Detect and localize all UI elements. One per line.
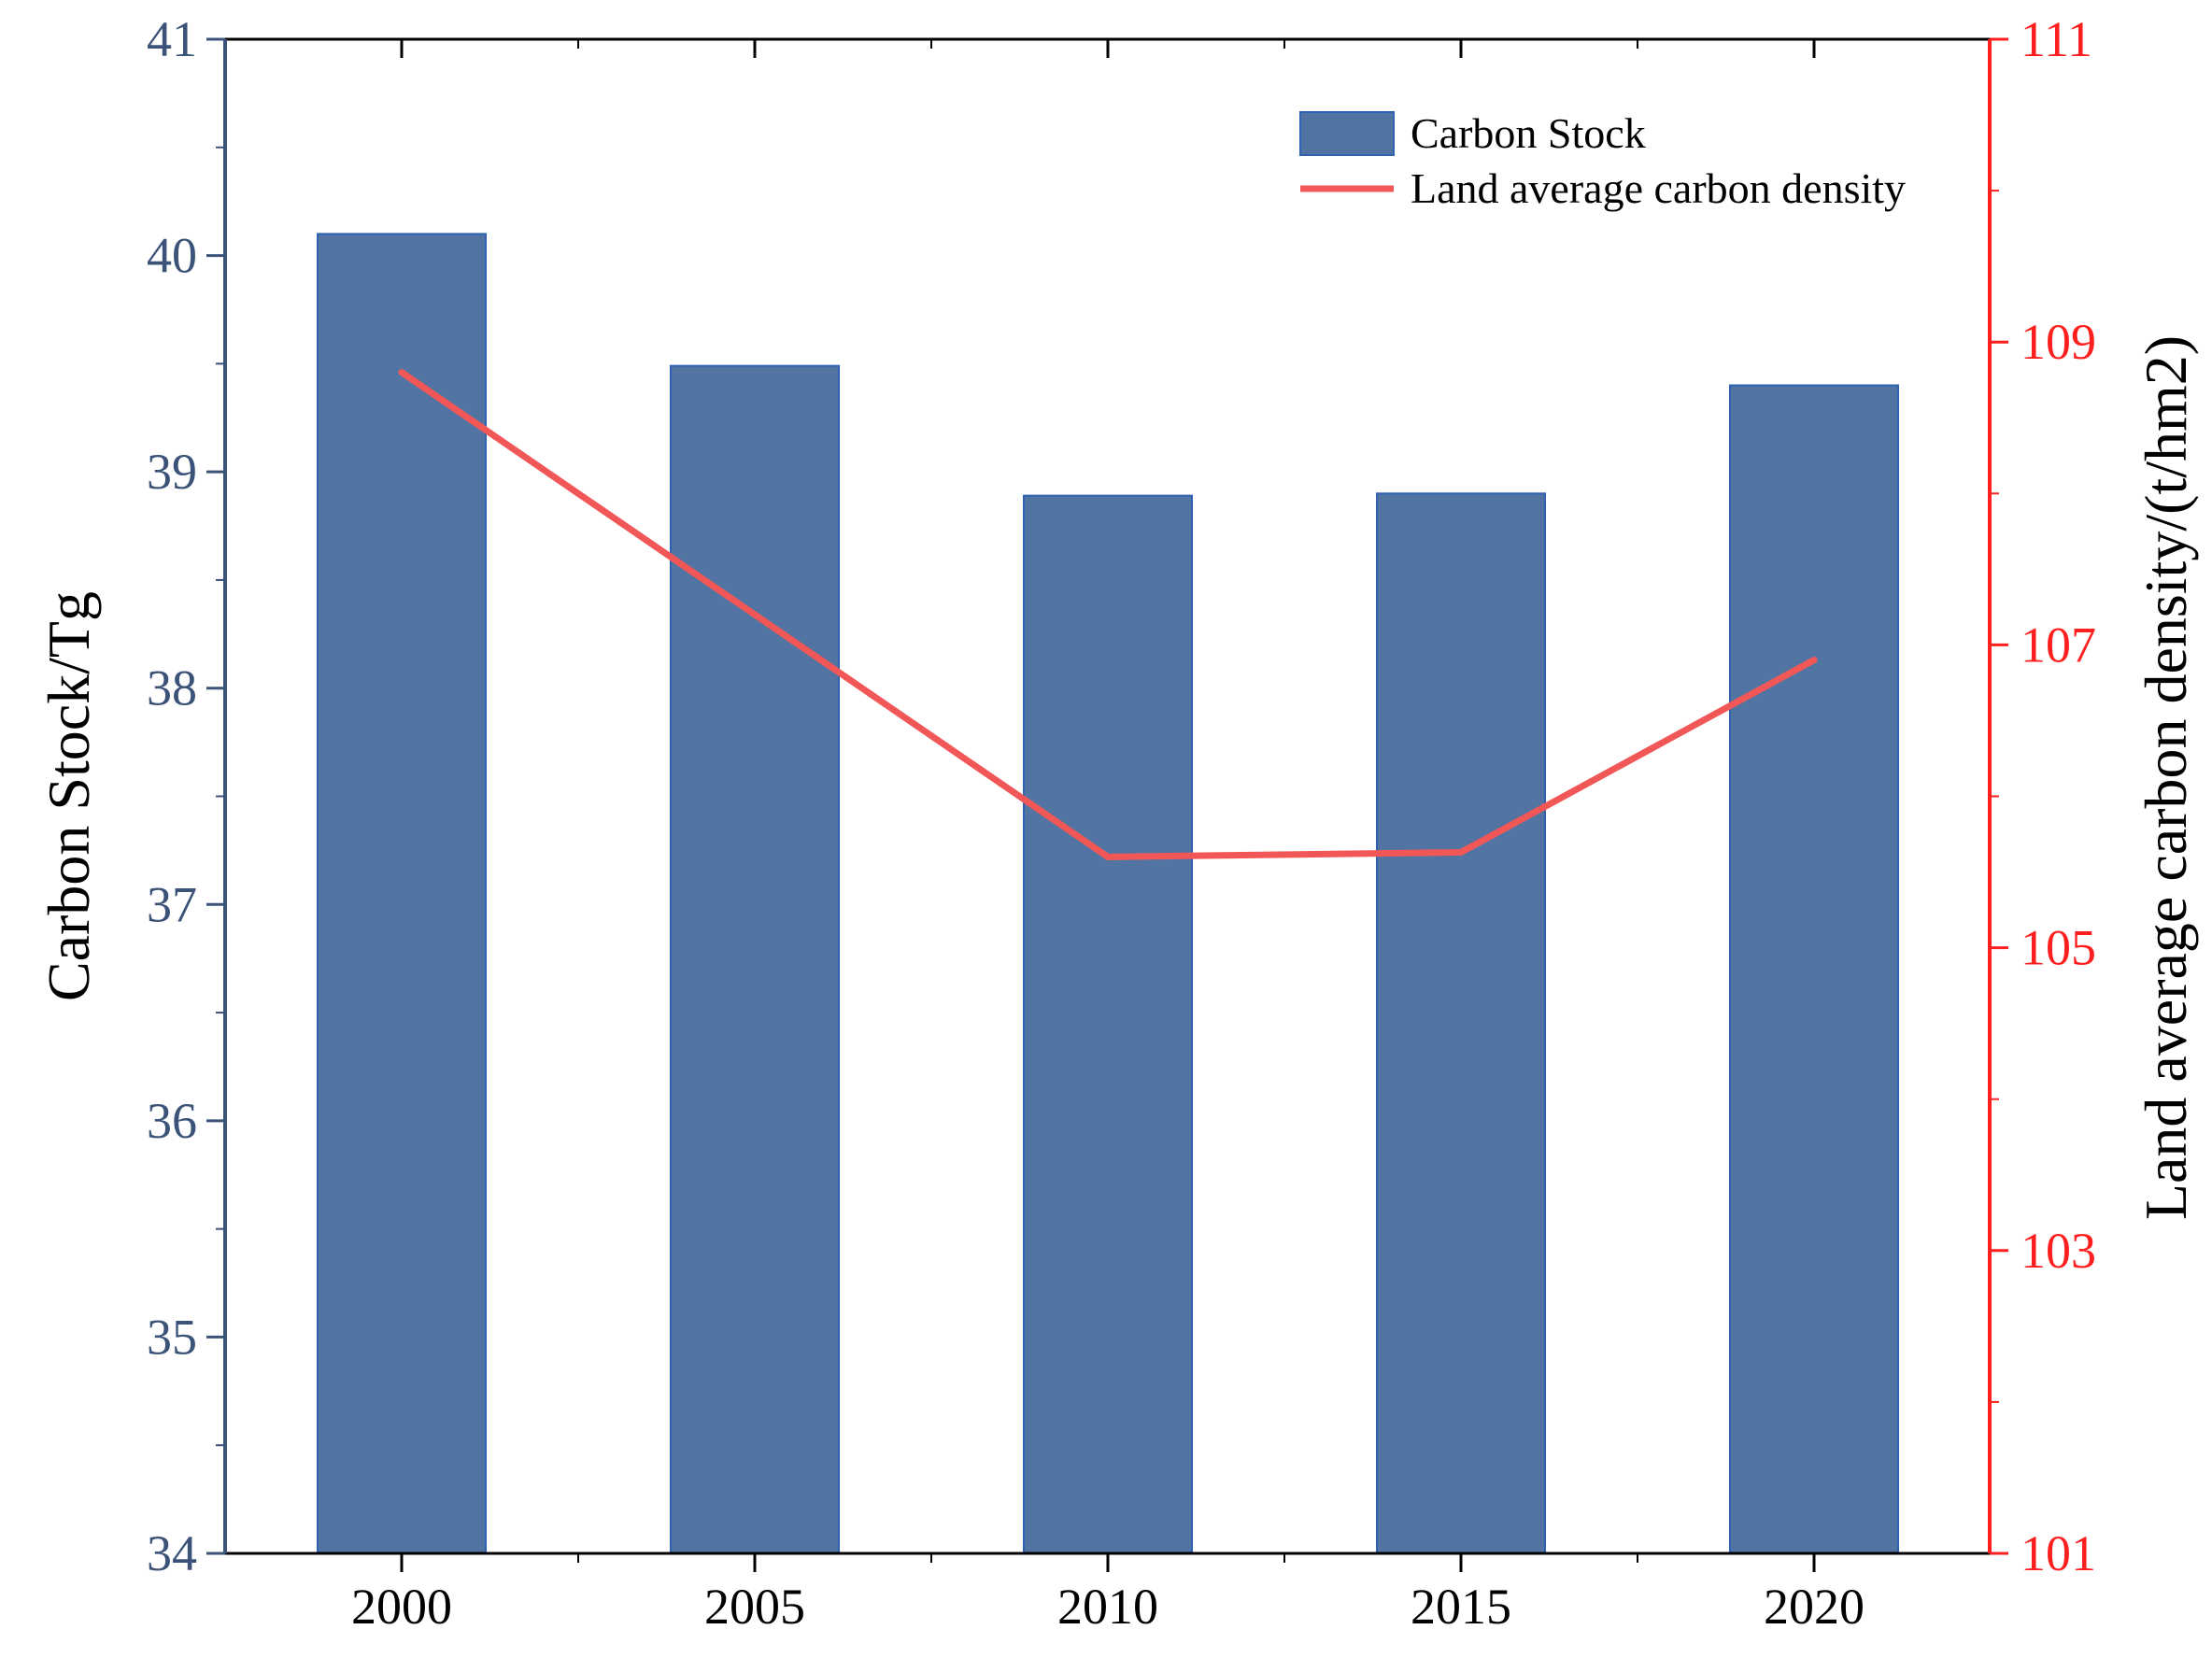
density-point-2000 — [398, 369, 405, 376]
density-point-2015 — [1457, 848, 1465, 856]
left-tick-label-36: 36 — [147, 1093, 197, 1149]
right-tick-label-101: 101 — [2021, 1525, 2096, 1581]
bar-2005 — [670, 364, 840, 1554]
x-tick-label-2005: 2005 — [704, 1579, 805, 1635]
legend-label-carbon-stock: Carbon Stock — [1411, 109, 1646, 157]
density-point-2010 — [1104, 853, 1112, 860]
y-axis-title-left: Carbon Stock/Tg — [35, 591, 102, 1001]
legend-label-density: Land average carbon density — [1411, 164, 1906, 212]
left-tick-label-38: 38 — [147, 660, 197, 716]
left-tick-label-37: 37 — [147, 876, 197, 932]
right-tick-label-111: 111 — [2021, 11, 2092, 67]
x-tick-label-2010: 2010 — [1057, 1579, 1158, 1635]
x-tick-label-2015: 2015 — [1411, 1579, 1511, 1635]
right-tick-label-105: 105 — [2021, 920, 2096, 976]
right-tick-label-109: 109 — [2021, 314, 2096, 370]
left-tick-label-39: 39 — [147, 444, 197, 500]
bar-2000 — [317, 233, 487, 1554]
x-tick-label-2020: 2020 — [1764, 1579, 1865, 1635]
density-point-2005 — [751, 611, 759, 618]
legend-swatch-carbon-stock — [1299, 111, 1395, 156]
bar-2010 — [1023, 494, 1193, 1554]
right-tick-label-107: 107 — [2021, 616, 2096, 673]
y-axis-title-right: Land average carbon density/(t/hm2) — [2133, 335, 2199, 1220]
bar-2020 — [1729, 384, 1899, 1554]
left-tick-label-34: 34 — [147, 1525, 197, 1581]
bar-2015 — [1376, 492, 1546, 1554]
left-tick-label-40: 40 — [147, 228, 197, 284]
right-tick-label-103: 103 — [2021, 1223, 2096, 1279]
left-tick-label-41: 41 — [147, 11, 197, 67]
density-point-2020 — [1810, 657, 1818, 664]
x-tick-label-2000: 2000 — [351, 1579, 452, 1635]
left-tick-label-35: 35 — [147, 1309, 197, 1365]
